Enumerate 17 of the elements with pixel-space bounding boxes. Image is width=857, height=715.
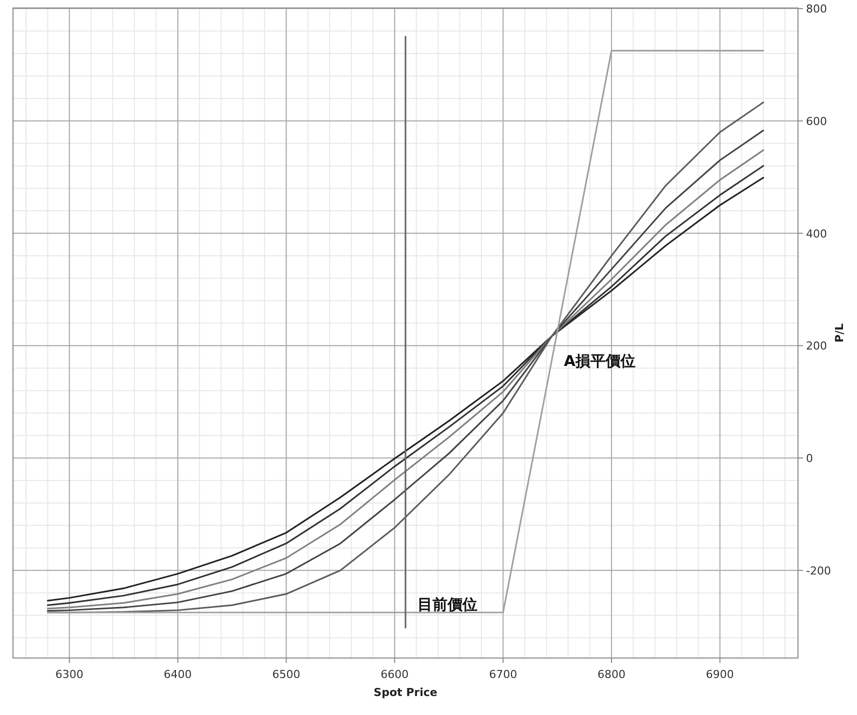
annotation: 目前價位 [418,595,478,614]
y-tick-label: 800 [806,2,827,16]
x-tick-label: 6600 [380,668,409,681]
x-tick-label: 6900 [706,668,734,681]
x-tick-label: 6500 [272,668,300,681]
y-tick-label: 600 [806,114,827,128]
x-axis-title: Spot Price [374,686,438,699]
x-tick-label: 6400 [164,668,192,681]
y-tick-label: 0 [806,452,813,465]
y-axis-title: P/L [833,323,846,343]
y-tick-label: 200 [806,340,827,353]
x-tick-label: 6700 [489,668,518,681]
x-tick-label: 6800 [598,668,626,681]
annotation: A損平價位 [564,352,636,370]
y-tick-label: -200 [806,564,831,578]
y-tick-label: 400 [806,227,827,240]
x-tick-label: 6300 [55,668,84,681]
